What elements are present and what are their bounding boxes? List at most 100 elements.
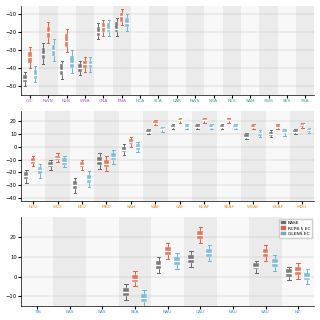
Bar [153,122,158,124]
Bar [220,125,224,128]
Bar [227,119,231,122]
Bar [102,23,105,32]
Bar [49,162,53,167]
Bar [217,217,249,306]
Bar [266,111,290,201]
Bar [62,158,67,165]
Bar [171,125,175,128]
Bar [241,111,266,201]
Bar [282,131,287,133]
Bar [42,48,45,59]
Bar [188,255,194,263]
Bar [156,261,162,268]
Bar [76,5,94,95]
Bar [307,129,311,132]
Bar [84,61,87,68]
Bar [286,268,292,276]
Bar [38,167,42,174]
Bar [28,52,32,63]
Bar [34,70,37,79]
Bar [55,156,60,160]
Bar [258,132,262,135]
Bar [70,111,94,201]
Bar [174,257,180,265]
Bar [97,27,100,36]
Bar [53,217,86,306]
Bar [178,119,182,122]
Bar [251,125,255,128]
Bar [104,160,109,167]
Bar [52,45,55,56]
Bar [293,131,298,133]
Bar [241,5,260,95]
Bar [119,217,151,306]
Bar [60,64,63,75]
Bar [80,162,84,167]
Bar [94,5,113,95]
Bar [263,249,268,257]
Bar [125,18,129,27]
Bar [209,125,213,128]
Bar [107,23,110,32]
Bar [204,5,223,95]
Bar [186,5,204,95]
Bar [24,172,28,179]
Bar [47,27,50,38]
Bar [295,267,301,275]
Bar [129,139,133,144]
Bar [184,217,217,306]
Bar [253,263,259,268]
Bar [97,157,102,165]
Bar [146,131,151,133]
Bar [120,13,124,22]
Bar [197,231,203,239]
Bar [113,5,131,95]
Bar [244,134,249,138]
Bar [78,64,82,72]
Bar [73,181,77,189]
Bar [168,5,186,95]
Bar [192,111,217,201]
Bar [223,5,241,95]
Bar [168,111,192,201]
Bar [143,111,168,201]
Bar [58,5,76,95]
Bar [132,275,138,283]
Bar [136,144,140,149]
Bar [23,75,27,82]
Bar [206,249,212,257]
Bar [269,132,273,135]
Bar [278,5,296,95]
Bar [122,147,126,152]
Bar [131,5,149,95]
Bar [151,217,184,306]
Bar [94,111,119,201]
Bar [87,175,91,183]
Bar [195,125,200,128]
Bar [115,22,118,32]
Bar [260,5,278,95]
Bar [39,5,58,95]
Bar [234,125,238,128]
Bar [217,111,241,201]
Bar [70,56,74,68]
Bar [31,158,35,164]
Bar [185,125,189,128]
Bar [141,294,147,302]
Bar [149,5,168,95]
Bar [119,111,143,201]
Bar [111,153,116,160]
Bar [160,128,164,131]
Bar [21,217,53,306]
Bar [290,111,315,201]
Bar [45,111,70,201]
Bar [86,217,119,306]
Bar [123,288,129,296]
Bar [65,34,68,47]
Bar [276,125,280,128]
Bar [202,119,206,122]
Bar [21,5,39,95]
Bar [89,61,92,68]
Bar [304,273,310,281]
Bar [296,5,315,95]
